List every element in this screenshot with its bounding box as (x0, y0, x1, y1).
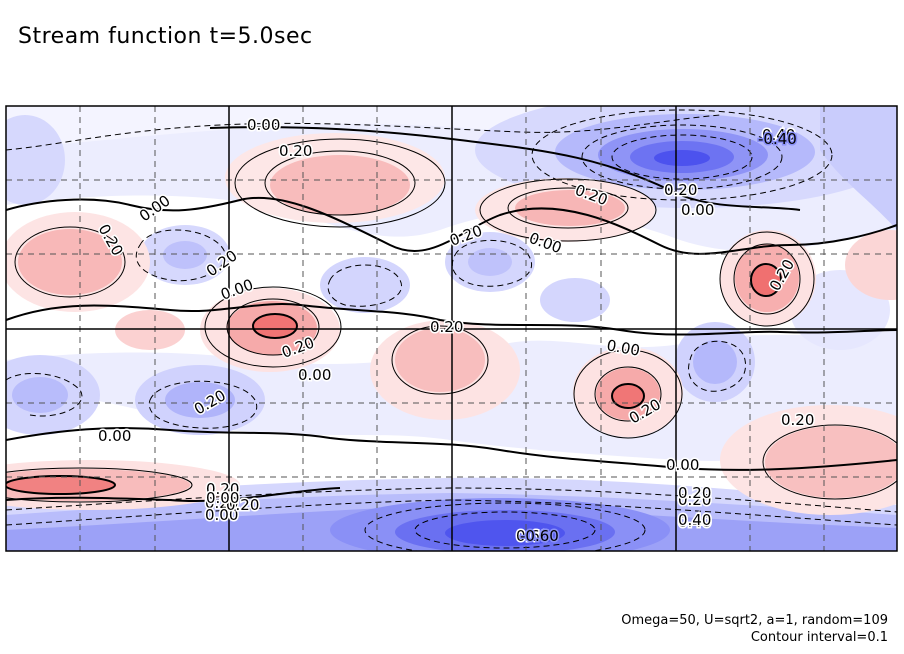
contour-label: 0.00 (666, 456, 699, 474)
contour-label: 0.00 (298, 366, 331, 384)
feature-peak-label: -0.60 (520, 527, 559, 545)
contour-interval-text: Contour interval=0.1 (750, 630, 888, 645)
contour-lines (6, 109, 897, 551)
contour-label: 0.20 (678, 491, 711, 509)
contour-label: 0.00 (98, 427, 131, 445)
contour-label: 0.40 (762, 126, 795, 144)
contour-label: 0.20 (678, 484, 711, 502)
footer: Omega=50, U=sqrt2, a=1, random=109 Conto… (621, 612, 888, 646)
contour-label: 0.20 (226, 496, 259, 514)
contour-label: 0.20 (664, 181, 697, 199)
positive-vortices (6, 133, 897, 515)
contour-label: 0.60 (516, 527, 549, 545)
contour-label: 0.40 (678, 513, 711, 531)
contour-label: 0.00 (681, 201, 714, 219)
contour-label: 0.20 (430, 318, 463, 336)
contour-field (6, 106, 897, 551)
parameters-text: Omega=50, U=sqrt2, a=1, random=109 (621, 613, 888, 628)
contour-label: 0.20 (279, 142, 312, 160)
contour-label: 0.20 (205, 494, 238, 512)
contour-label: 0.40 (678, 511, 711, 529)
major-grid-lines (6, 106, 897, 551)
contour-label: 0.20 (206, 480, 239, 498)
chart-title: Stream function t=5.0sec (18, 24, 313, 49)
plot-frame (5, 105, 898, 552)
contour-label: 0.00 (205, 506, 238, 524)
feature-peak-label: -0.40 (758, 130, 797, 148)
contour-label: 0.00 (247, 116, 280, 134)
contour-label: 0.00 (206, 489, 239, 507)
contour-label: 0.20 (781, 411, 814, 429)
